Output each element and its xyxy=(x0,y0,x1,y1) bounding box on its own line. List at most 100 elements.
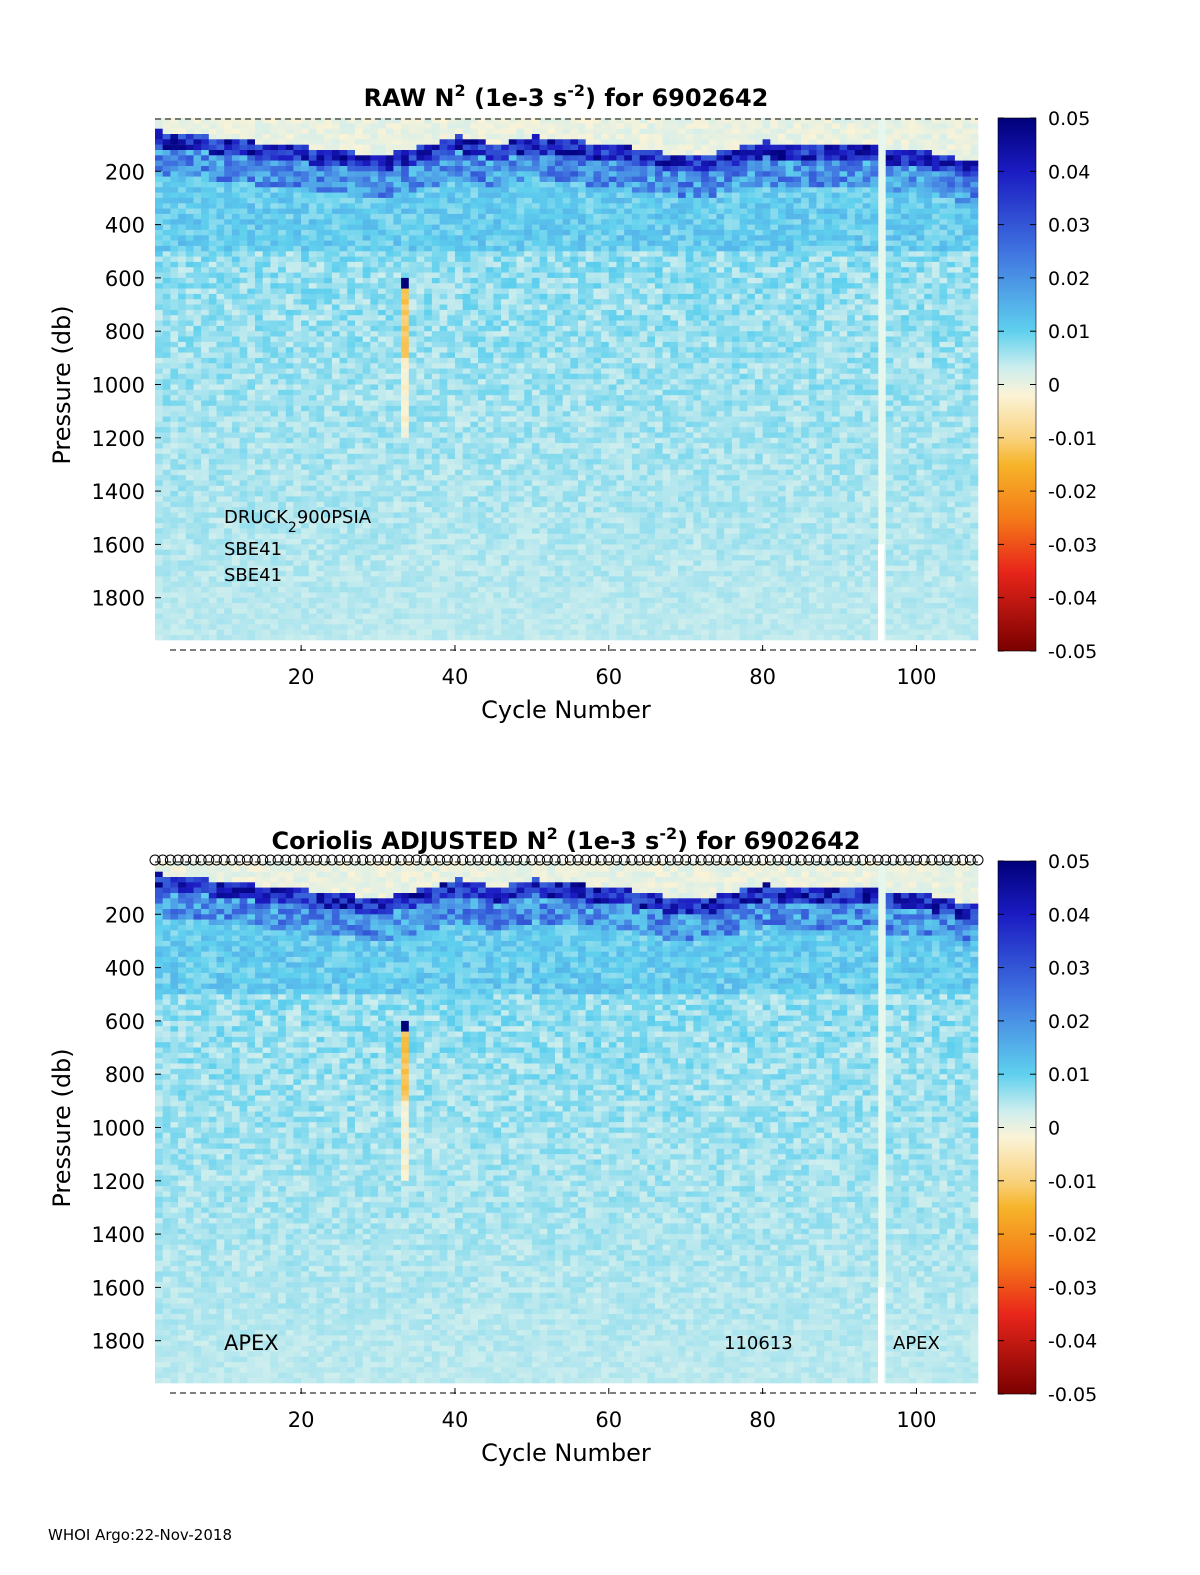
heatmap-cell xyxy=(431,635,440,641)
heatmap-cell xyxy=(162,150,171,156)
heatmap-cell xyxy=(347,464,356,470)
heatmap-cell xyxy=(416,448,425,455)
heatmap-cell xyxy=(416,485,425,492)
heatmap-cell xyxy=(401,251,410,257)
heatmap-cell xyxy=(355,416,363,423)
heatmap-cell xyxy=(531,176,540,183)
heatmap-cell xyxy=(485,565,494,572)
heatmap-cell xyxy=(408,411,417,417)
heatmap-cell xyxy=(262,501,271,508)
heatmap-cell xyxy=(401,176,410,183)
heatmap-cell xyxy=(224,304,233,311)
heatmap-cell xyxy=(439,629,448,636)
heatmap-cell xyxy=(247,336,256,343)
heatmap-cell xyxy=(301,336,310,343)
heatmap-cell xyxy=(270,539,279,545)
heatmap-cell xyxy=(424,459,433,465)
heatmap-cell xyxy=(408,155,417,161)
heatmap-cell xyxy=(301,235,310,241)
heatmap-cell xyxy=(401,432,410,439)
heatmap-cell xyxy=(401,192,410,199)
heatmap-cell xyxy=(370,411,379,417)
heatmap-cell xyxy=(478,491,486,497)
heatmap-cell xyxy=(478,629,486,636)
heatmap-cell xyxy=(485,176,494,183)
heatmap-cell xyxy=(401,512,410,518)
heatmap-cell xyxy=(301,624,310,630)
heatmap-cell xyxy=(316,261,325,268)
heatmap-cell xyxy=(178,325,187,332)
heatmap-cell xyxy=(193,373,202,380)
heatmap-cell xyxy=(193,613,202,620)
heatmap-cell xyxy=(478,549,486,556)
heatmap-cell xyxy=(478,592,486,598)
heatmap-cell xyxy=(478,336,486,343)
heatmap-cell xyxy=(362,373,371,380)
heatmap-cell xyxy=(278,315,287,321)
heatmap-cell xyxy=(516,325,525,332)
heatmap-cell xyxy=(416,267,425,273)
heatmap-cell xyxy=(193,587,202,593)
heatmap-cell xyxy=(255,560,263,566)
heatmap-cell xyxy=(324,560,333,566)
heatmap-cell xyxy=(178,592,187,598)
heatmap-cell xyxy=(239,320,248,327)
heatmap-cell xyxy=(447,166,456,172)
heatmap-cell xyxy=(278,592,287,598)
heatmap-cell xyxy=(178,166,187,172)
heatmap-cell xyxy=(293,293,302,300)
heatmap-cell xyxy=(331,139,340,145)
heatmap-cell xyxy=(308,603,317,609)
heatmap-cell xyxy=(370,213,379,220)
heatmap-cell xyxy=(339,411,348,417)
heatmap-cell xyxy=(339,379,348,385)
heatmap-cell xyxy=(216,587,225,593)
heatmap-cell xyxy=(501,123,510,129)
heatmap-cell xyxy=(270,448,279,455)
heatmap-cell xyxy=(508,150,517,156)
heatmap-cell xyxy=(393,352,402,359)
heatmap-cell xyxy=(170,293,179,300)
heatmap-cell xyxy=(170,592,179,598)
heatmap-cell xyxy=(524,320,533,327)
heatmap-cell xyxy=(262,485,271,492)
heatmap-cell xyxy=(293,171,302,177)
heatmap-cell xyxy=(416,341,425,348)
heatmap-cell xyxy=(378,150,387,156)
heatmap-cell xyxy=(516,544,525,550)
heatmap-cell xyxy=(431,219,440,225)
heatmap-cell xyxy=(362,203,371,209)
heatmap-cell xyxy=(255,432,263,439)
heatmap-cell xyxy=(462,480,471,486)
heatmap-cell xyxy=(262,219,271,225)
heatmap-cell xyxy=(239,544,248,550)
heatmap-cell xyxy=(308,432,317,439)
heatmap-cell xyxy=(485,464,494,470)
heatmap-cell xyxy=(493,166,502,172)
heatmap-cell xyxy=(301,347,310,353)
heatmap-cell xyxy=(201,304,210,311)
heatmap-cell xyxy=(370,341,379,348)
heatmap-cell xyxy=(408,624,417,630)
heatmap-cell xyxy=(231,469,240,476)
heatmap-cell xyxy=(308,235,317,241)
heatmap-cell xyxy=(462,144,471,151)
heatmap-cell xyxy=(278,523,287,529)
heatmap-cell xyxy=(462,379,471,385)
heatmap-cell xyxy=(531,245,540,252)
heatmap-cell xyxy=(247,576,256,582)
heatmap-cell xyxy=(462,363,471,369)
heatmap-cell xyxy=(162,288,171,295)
heatmap-cell xyxy=(478,528,486,534)
heatmap-cell xyxy=(201,176,210,183)
heatmap-cell xyxy=(455,123,463,129)
heatmap-cell xyxy=(339,416,348,423)
heatmap-cell xyxy=(470,453,479,460)
heatmap-cell xyxy=(501,357,510,364)
heatmap-cell xyxy=(162,544,171,550)
heatmap-cell xyxy=(224,592,233,598)
heatmap-cell xyxy=(531,235,540,241)
heatmap-cell xyxy=(478,309,486,316)
heatmap-cell xyxy=(355,560,363,566)
heatmap-cell xyxy=(447,427,456,433)
